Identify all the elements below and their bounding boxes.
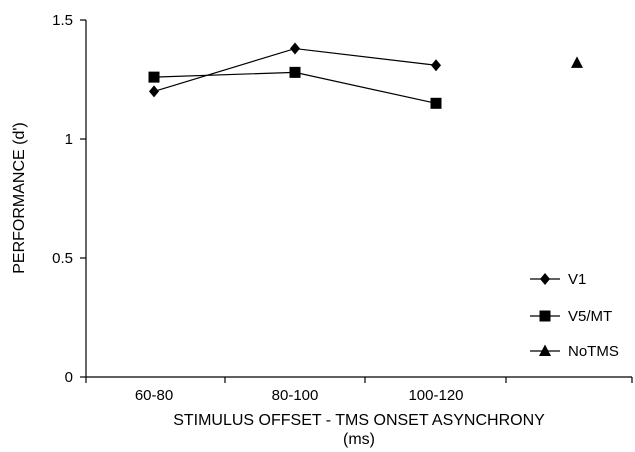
y-tick-label: 1	[65, 131, 73, 148]
data-point	[431, 59, 441, 72]
x-tick-label: 100-120	[408, 387, 463, 404]
x-ticks: 60-80 80-100 100-120	[85, 377, 633, 404]
x-axis-label-line2: (ms)	[343, 431, 375, 448]
data-point	[289, 66, 301, 78]
data-point	[571, 56, 583, 68]
data-point	[290, 42, 300, 55]
data-point	[148, 71, 160, 83]
legend-marker	[539, 310, 551, 322]
legend-marker	[540, 273, 550, 285]
legend-label: NoTMS	[568, 343, 619, 360]
x-tick-label: 60-80	[135, 387, 173, 404]
legend-label: V5/MT	[568, 308, 612, 325]
y-tick-label: 1.5	[52, 12, 73, 29]
legend: V1 V5/MT NoTMS	[530, 271, 619, 360]
y-axis-label: PERFORMANCE (d')	[11, 122, 28, 274]
legend-label: V1	[568, 271, 586, 288]
axes	[85, 20, 632, 378]
data-point	[149, 85, 159, 98]
data-point	[430, 97, 442, 109]
series-points	[148, 42, 583, 109]
x-axis-label-line1: STIMULUS OFFSET - TMS ONSET ASYNCHRONY	[173, 412, 545, 429]
legend-marker	[539, 344, 551, 356]
x-tick-label: 80-100	[272, 387, 319, 404]
y-ticks: 0 0.5 1 1.5	[52, 12, 86, 386]
y-tick-label: 0.5	[52, 250, 73, 267]
y-tick-label: 0	[65, 369, 73, 386]
